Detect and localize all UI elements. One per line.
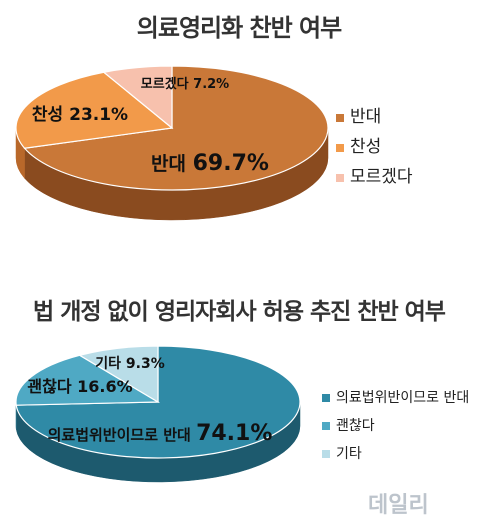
legend-label-2: 괜찮다 (336, 418, 375, 434)
legend-label-3: 모르겠다 (350, 167, 413, 187)
slice-label-1: 반대 69.7% (151, 151, 269, 176)
slice-2 (15, 354, 161, 406)
legend-swatch-2 (336, 144, 344, 152)
slice-label-1: 의료법위반이므로 반대 74.1% (48, 421, 273, 446)
pie-chart-2: 의료법위반이므로 반대 74.1% 괜찮다 16.6% 기타 9.3% 의료법위반이므… (15, 345, 469, 483)
slice-label-3: 기타 9.3% (95, 356, 164, 372)
slice-3 (78, 345, 159, 404)
legend-swatch-1 (336, 114, 344, 122)
legend-swatch-1 (322, 394, 330, 402)
chart1-title: 의료영리화 찬반 여부 (136, 14, 342, 42)
slice-3 (102, 65, 173, 130)
legend-label-3: 기타 (336, 446, 362, 462)
legend-swatch-2 (322, 422, 330, 430)
slice-1 (23, 65, 329, 191)
legend-label-2: 찬성 (350, 137, 381, 157)
legend-label-1: 의료법위반이므로 반대 (336, 390, 469, 406)
slice-label-2: 찬성 23.1% (32, 105, 128, 125)
legend-swatch-3 (336, 174, 344, 182)
slice-2 (15, 71, 174, 149)
legend-swatch-3 (322, 450, 330, 458)
legend-label-1: 반대 (350, 107, 381, 127)
slice-label-2: 괜찮다 16.6% (27, 377, 132, 396)
watermark: 데일리 (368, 493, 429, 518)
slice-label-3: 모르겠다 7.2% (141, 76, 229, 92)
chart2-title: 법 개정 없이 영리자회사 허용 추진 찬반 여부 (33, 299, 446, 325)
